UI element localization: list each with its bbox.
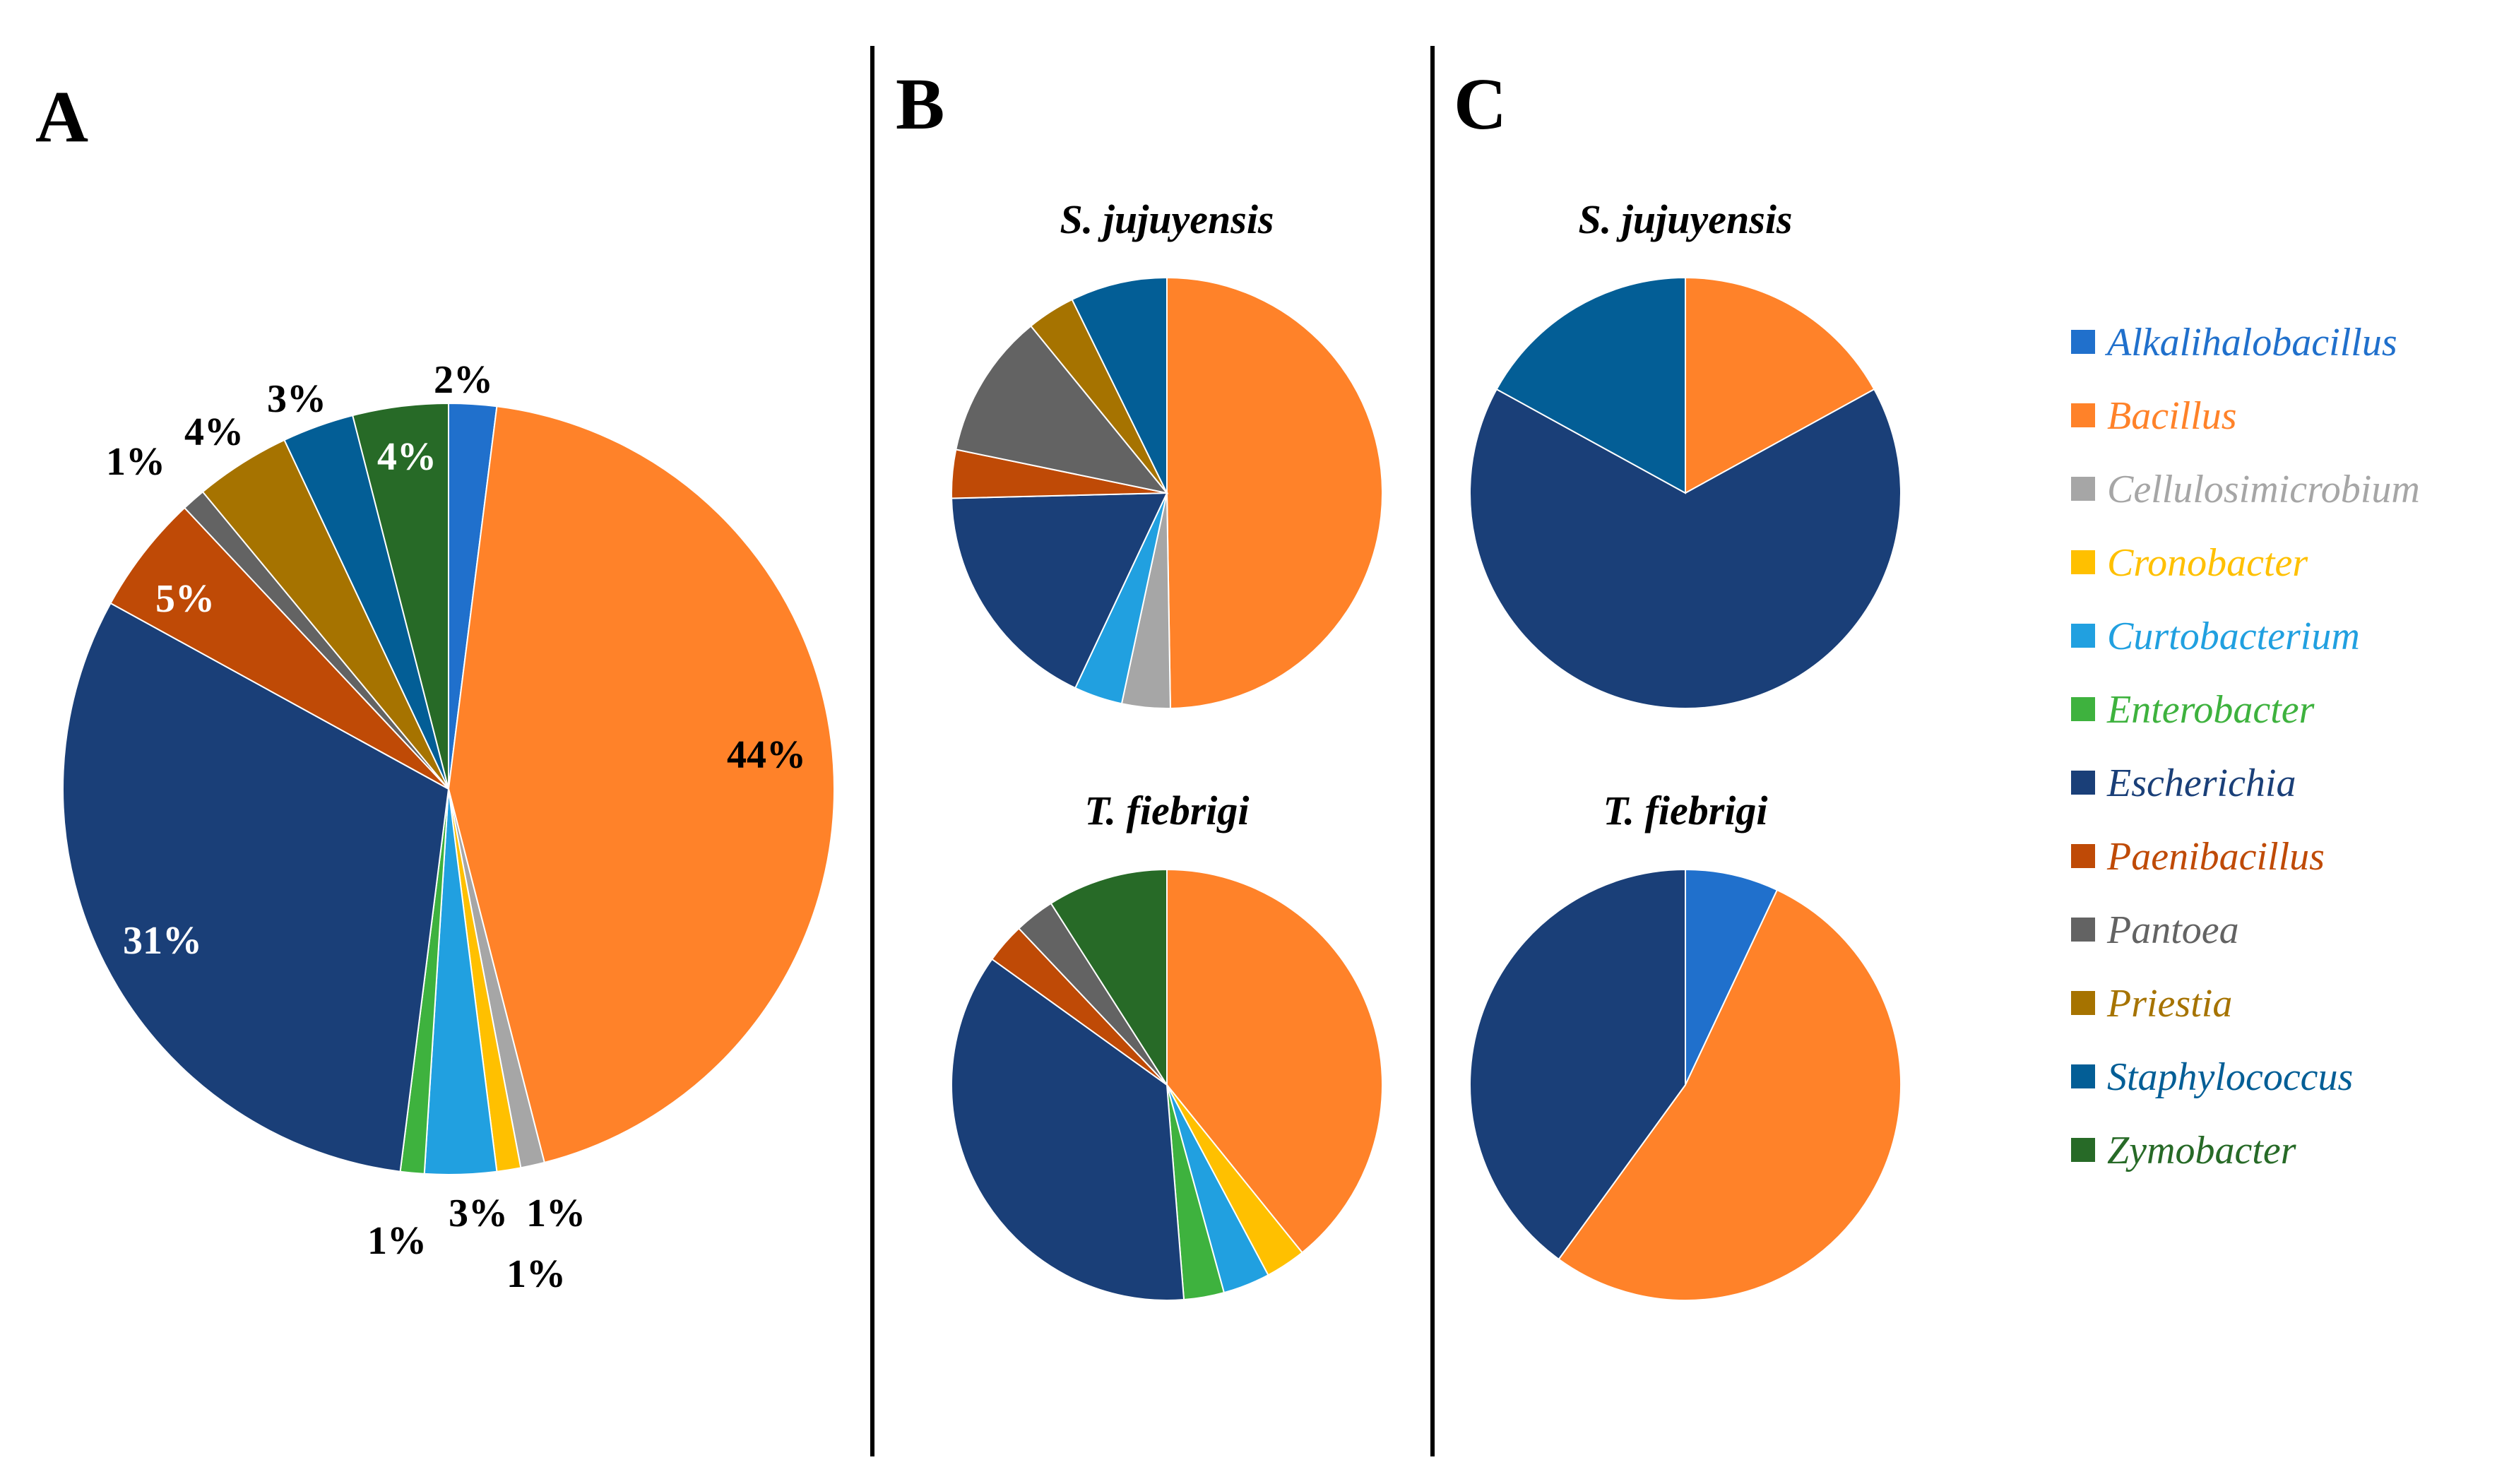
- legend-swatch-bacillus: [2071, 403, 2095, 427]
- legend-swatch-zymobacter: [2071, 1138, 2095, 1162]
- slice-label-bacillus: 44%: [727, 733, 806, 777]
- legend-swatch-staphylococcus: [2071, 1064, 2095, 1088]
- legend-swatch-cellulosimicrobium: [2071, 477, 2095, 501]
- legend-item-pantoea: Pantoea: [2071, 908, 2239, 952]
- pie-slice-bacillus: [1166, 868, 1383, 1254]
- panel-letter-a: A: [35, 76, 88, 158]
- pie-slice-zymobacter: [1050, 868, 1168, 1088]
- legend-swatch-cronobacter: [2071, 550, 2095, 574]
- legend-swatch-curtobacterium: [2071, 624, 2095, 648]
- legend-item-cellulosimicrobium: Cellulosimicrobium: [2071, 468, 2420, 511]
- legend-label-cronobacter: Cronobacter: [2107, 541, 2308, 585]
- legend-swatch-escherichia: [2071, 771, 2095, 795]
- pie-b-sjujuyensis: [951, 276, 1384, 709]
- legend-label-pantoea: Pantoea: [2106, 908, 2239, 952]
- pie-slice-staphylococcus: [1071, 276, 1168, 494]
- legend-swatch-paenibacillus: [2071, 844, 2095, 868]
- legend-item-priestia: Priestia: [2071, 982, 2232, 1026]
- slice-label-staphylococcus: 3%: [267, 377, 326, 421]
- legend-label-staphylococcus: Staphylococcus: [2107, 1055, 2353, 1099]
- pie-slice-escherichia: [1469, 388, 1902, 709]
- legend-item-zymobacter: Zymobacter: [2071, 1129, 2296, 1173]
- pie-slice-bacillus: [1166, 276, 1384, 709]
- pie-a-labels: 2% 44% 1% 1% 3% 1% 31% 5% 1% 4% 3% 4%: [106, 358, 806, 1296]
- pie-title-c-sjujuyensis: S. jujuyensis: [1579, 196, 1793, 242]
- slice-label-paenibacillus: 5%: [155, 577, 215, 621]
- slice-label-curtobacterium: 3%: [449, 1192, 508, 1235]
- panel-letter-b: B: [896, 64, 944, 145]
- slice-label-enterobacter: 1%: [367, 1219, 427, 1263]
- pie-slice-zymobacter: [352, 402, 449, 790]
- pie-title-c-tfiebrigi: T. fiebrigi: [1603, 788, 1767, 833]
- slice-label-zymobacter: 4%: [377, 435, 437, 479]
- pie-slice-bacillus: [447, 405, 835, 1164]
- slice-label-alkalihalobacillus: 2%: [434, 358, 493, 402]
- pie-title-b-sjujuyensis: S. jujuyensis: [1060, 196, 1274, 242]
- legend-label-cellulosimicrobium: Cellulosimicrobium: [2107, 468, 2420, 511]
- legend-label-zymobacter: Zymobacter: [2107, 1129, 2296, 1173]
- legend-item-cronobacter: Cronobacter: [2071, 541, 2308, 585]
- pie-c-sjujuyensis: [1469, 276, 1902, 709]
- pie-slice-pantoea: [955, 325, 1169, 494]
- legend-swatch-priestia: [2071, 991, 2095, 1015]
- pie-slice-bacillus: [1558, 889, 1902, 1302]
- slice-label-pantoea: 1%: [106, 440, 165, 484]
- pie-title-b-tfiebrigi: T. fiebrigi: [1084, 788, 1249, 833]
- slice-label-cronobacter: 1%: [506, 1252, 566, 1296]
- legend-label-escherichia: Escherichia: [2106, 761, 2296, 805]
- legend-label-priestia: Priestia: [2106, 982, 2232, 1026]
- pie-c-tfiebrigi: [1469, 868, 1902, 1302]
- pie-slice-escherichia: [1469, 868, 1686, 1261]
- legend-swatch-enterobacter: [2071, 697, 2095, 721]
- pie-slice-alkalihalobacillus: [1685, 868, 1779, 1086]
- legend-label-alkalihalobacillus: Alkalihalobacillus: [2104, 321, 2397, 364]
- pie-slice-paenibacillus: [109, 506, 449, 790]
- slice-label-priestia: 4%: [184, 410, 244, 454]
- pie-slice-escherichia: [951, 958, 1185, 1301]
- pie-slice-bacillus: [1685, 276, 1875, 494]
- slice-label-cellulosimicrobium: 1%: [526, 1192, 586, 1235]
- legend-label-enterobacter: Enterobacter: [2106, 688, 2315, 732]
- legend-item-staphylococcus: Staphylococcus: [2071, 1055, 2353, 1099]
- panel-letter-c: C: [1454, 64, 1507, 145]
- legend-item-paenibacillus: Paenibacillus: [2071, 835, 2325, 879]
- legend-item-bacillus: Bacillus: [2071, 394, 2237, 438]
- legend-swatch-pantoea: [2071, 918, 2095, 942]
- pie-slice-escherichia: [62, 602, 450, 1173]
- pie-slice-staphylococcus: [1495, 276, 1686, 494]
- pie-a-all-isolates: [62, 402, 835, 1175]
- legend-item-escherichia: Escherichia: [2071, 761, 2296, 805]
- legend-item-curtobacterium: Curtobacterium: [2071, 615, 2360, 658]
- legend-swatch-alkalihalobacillus: [2071, 330, 2095, 354]
- legend-item-enterobacter: Enterobacter: [2071, 688, 2315, 732]
- slice-label-escherichia: 31%: [123, 919, 202, 963]
- legend-label-curtobacterium: Curtobacterium: [2107, 615, 2360, 658]
- legend-label-bacillus: Bacillus: [2107, 394, 2237, 438]
- pie-b-tfiebrigi: [951, 868, 1383, 1301]
- legend-item-alkalihalobacillus: Alkalihalobacillus: [2071, 321, 2397, 364]
- legend-label-paenibacillus: Paenibacillus: [2106, 835, 2325, 879]
- pie-slice-escherichia: [951, 492, 1168, 689]
- legend: Alkalihalobacillus Bacillus Cellulosimicro…: [2071, 321, 2420, 1173]
